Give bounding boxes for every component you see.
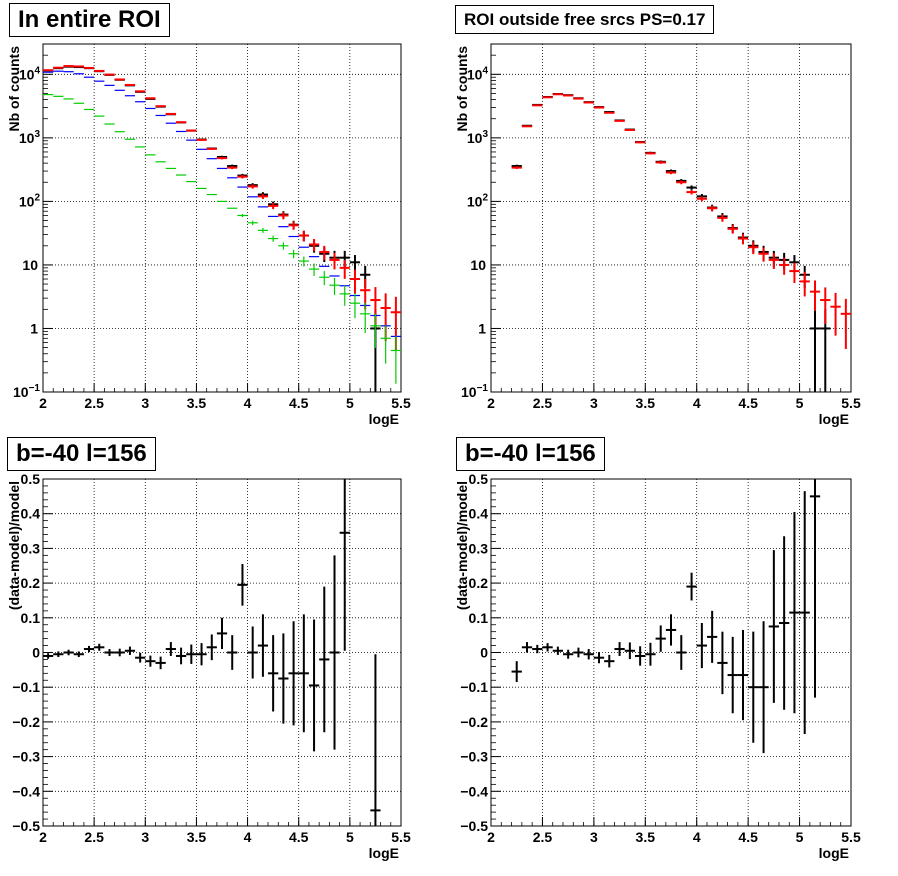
- x-tick-label: 3: [590, 395, 598, 411]
- y-tick-label: 0.2: [21, 575, 41, 591]
- x-tick-label: 4.5: [289, 829, 309, 845]
- x-tick-label: 4.5: [289, 395, 309, 411]
- y-tick-label: 0.5: [469, 471, 489, 487]
- series-0: [43, 65, 381, 392]
- y-tick-label: −0.2: [460, 714, 488, 730]
- x-tick-label: 2.5: [84, 829, 104, 845]
- series-3: [43, 93, 401, 384]
- y-axis-label: Nb of counts: [6, 46, 22, 132]
- x-tick-label: 5.5: [841, 829, 861, 845]
- series-0: [511, 92, 831, 392]
- y-tick-label: 103: [19, 129, 41, 146]
- x-tick-label: 3: [590, 829, 598, 845]
- y-tick-label: 0.1: [21, 610, 41, 626]
- x-tick-label: 4.5: [738, 395, 758, 411]
- plot-frame: [42, 43, 402, 393]
- panel-title-residuals-left: b=-40 l=156: [7, 437, 156, 471]
- x-tick-label: 5: [346, 395, 354, 411]
- x-tick-label: 4: [244, 829, 252, 845]
- y-tick-label: 0.4: [21, 506, 41, 522]
- x-tick-label: 3: [141, 395, 149, 411]
- plot-frame: [490, 43, 852, 393]
- y-tick-label: 102: [19, 192, 41, 209]
- x-tick-label: 2: [39, 829, 47, 845]
- y-axis-label: (data-model)/model: [454, 481, 470, 610]
- y-tick-label: 0.4: [469, 506, 489, 522]
- y-tick-label: −0.4: [12, 783, 40, 799]
- x-tick-label: 3.5: [187, 829, 207, 845]
- x-tick-label: 2.5: [84, 395, 104, 411]
- y-tick-label: −0.5: [12, 818, 40, 834]
- y-tick-label: 0.3: [21, 540, 41, 556]
- series-0: [511, 479, 821, 754]
- y-tick-label: −0.5: [460, 818, 488, 834]
- panel-title-residuals-right: b=-40 l=156: [456, 437, 605, 471]
- y-tick-label: 0.2: [469, 575, 489, 591]
- x-tick-label: 3.5: [636, 395, 656, 411]
- y-tick-label: 102: [467, 192, 489, 209]
- y-tick-label: 1: [478, 320, 486, 336]
- x-tick-label: 5.5: [391, 829, 411, 845]
- x-tick-label: 2.5: [533, 395, 553, 411]
- y-tick-label: −0.1: [12, 679, 40, 695]
- x-tick-label: 3.5: [187, 395, 207, 411]
- x-tick-label: 5: [796, 395, 804, 411]
- y-tick-label: 10−1: [461, 383, 488, 400]
- y-tick-label: −0.4: [460, 783, 488, 799]
- y-tick-label: 1: [30, 320, 38, 336]
- x-tick-label: 2: [39, 395, 47, 411]
- y-axis-label: (data-model)/model: [6, 481, 22, 610]
- y-tick-label: 0: [32, 645, 40, 661]
- y-tick-label: −0.1: [460, 679, 488, 695]
- series-1: [43, 65, 401, 351]
- x-tick-label: 4: [244, 395, 252, 411]
- x-axis-label: logE: [819, 845, 849, 861]
- y-tick-label: 10−1: [13, 383, 40, 400]
- plot-frame: [42, 478, 402, 827]
- y-tick-label: 0.1: [469, 610, 489, 626]
- series-2: [43, 70, 401, 338]
- x-tick-label: 3: [141, 829, 149, 845]
- x-axis-label: logE: [369, 411, 399, 427]
- y-tick-label: −0.2: [12, 714, 40, 730]
- x-tick-label: 4: [693, 395, 701, 411]
- y-tick-label: 104: [19, 65, 41, 82]
- y-tick-label: 103: [467, 129, 489, 146]
- x-tick-label: 2.5: [533, 829, 553, 845]
- y-tick-label: 0.3: [469, 540, 489, 556]
- series-1: [511, 93, 851, 349]
- x-tick-label: 5: [796, 829, 804, 845]
- x-tick-label: 2: [487, 395, 495, 411]
- y-tick-label: 0: [480, 645, 488, 661]
- y-axis-label: Nb of counts: [454, 46, 470, 132]
- panel-title-entire-roi: In entire ROI: [9, 3, 170, 37]
- x-tick-label: 4: [693, 829, 701, 845]
- x-tick-label: 3.5: [636, 829, 656, 845]
- series-0: [43, 479, 381, 826]
- y-tick-label: −0.3: [460, 749, 488, 765]
- y-tick-label: 10: [470, 257, 486, 273]
- x-tick-label: 2: [487, 829, 495, 845]
- x-axis-label: logE: [819, 411, 849, 427]
- y-tick-label: 10: [22, 257, 38, 273]
- panel-title-roi-outside: ROI outside free srcs PS=0.17: [455, 5, 715, 34]
- x-axis-label: logE: [369, 845, 399, 861]
- y-tick-label: −0.3: [12, 749, 40, 765]
- y-tick-label: 0.5: [21, 471, 41, 487]
- y-tick-label: 104: [467, 65, 489, 82]
- x-tick-label: 5.5: [841, 395, 861, 411]
- x-tick-label: 4.5: [738, 829, 758, 845]
- x-tick-label: 5: [346, 829, 354, 845]
- x-tick-label: 5.5: [391, 395, 411, 411]
